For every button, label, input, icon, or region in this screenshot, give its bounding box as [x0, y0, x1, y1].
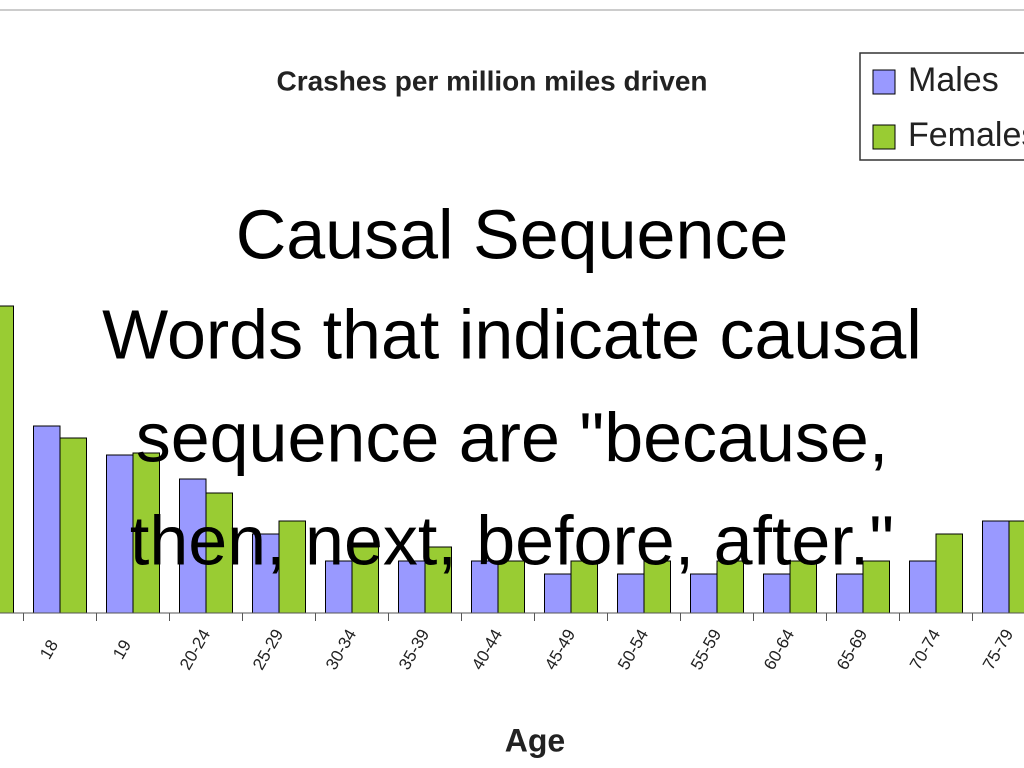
- x-tick-label: 70-74: [906, 626, 944, 673]
- bar: [716, 560, 744, 614]
- x-tick-label: 40-44: [468, 626, 506, 673]
- heading: Causal Sequence: [236, 195, 789, 273]
- bar: [690, 573, 718, 614]
- bar: [33, 425, 61, 614]
- x-tick-label: 35-39: [395, 626, 433, 673]
- body-line: then, next, before, after.": [130, 501, 894, 579]
- legend-label: Females: [908, 116, 1024, 154]
- bar: [351, 546, 379, 614]
- bar: [617, 573, 645, 614]
- body-line: Words that indicate causal: [102, 295, 922, 373]
- x-tick-label: 55-59: [687, 626, 725, 673]
- bar: [179, 478, 207, 614]
- bar: [935, 533, 963, 614]
- bar: [643, 560, 671, 614]
- x-tick-label: 45-49: [541, 626, 579, 673]
- bar: [982, 520, 1010, 614]
- legend: Males Females: [872, 61, 1024, 154]
- bar: [1008, 520, 1024, 614]
- x-tick-label: 75-79: [979, 626, 1017, 673]
- bars: [0, 305, 1024, 614]
- x-tick-label: 60-64: [760, 626, 798, 673]
- x-tick-label: 65-69: [833, 626, 871, 673]
- bar: [862, 560, 890, 614]
- chart-title: Crashes per million miles driven: [276, 65, 707, 96]
- bar: [398, 560, 426, 614]
- legend-swatch: [872, 69, 896, 95]
- x-tick-label: 30-34: [322, 626, 360, 673]
- bar: [59, 437, 87, 614]
- bar: [106, 454, 134, 614]
- bar: [0, 305, 14, 614]
- overlay-text: Causal Sequence Words that indicate caus…: [102, 195, 922, 579]
- bar: [278, 520, 306, 614]
- x-tick-label: 25-29: [249, 626, 287, 673]
- bar: [544, 573, 572, 614]
- x-tick-label: 20-24: [176, 626, 214, 673]
- x-axis-title: Age: [505, 722, 565, 758]
- legend-swatch: [872, 124, 896, 150]
- x-tick-label: 18: [36, 637, 62, 663]
- x-tick-label: 50-54: [614, 626, 652, 673]
- bar: [763, 573, 791, 614]
- legend-label: Males: [908, 61, 999, 99]
- body-line: sequence are "because,: [136, 398, 889, 476]
- bar: [836, 573, 864, 614]
- bar: [909, 560, 937, 614]
- x-tick-label: 19: [109, 637, 135, 663]
- x-axis: 18 19 20-24 25-29 30-34 35-39 40-44 45-49 50-54 5…: [0, 612, 1024, 673]
